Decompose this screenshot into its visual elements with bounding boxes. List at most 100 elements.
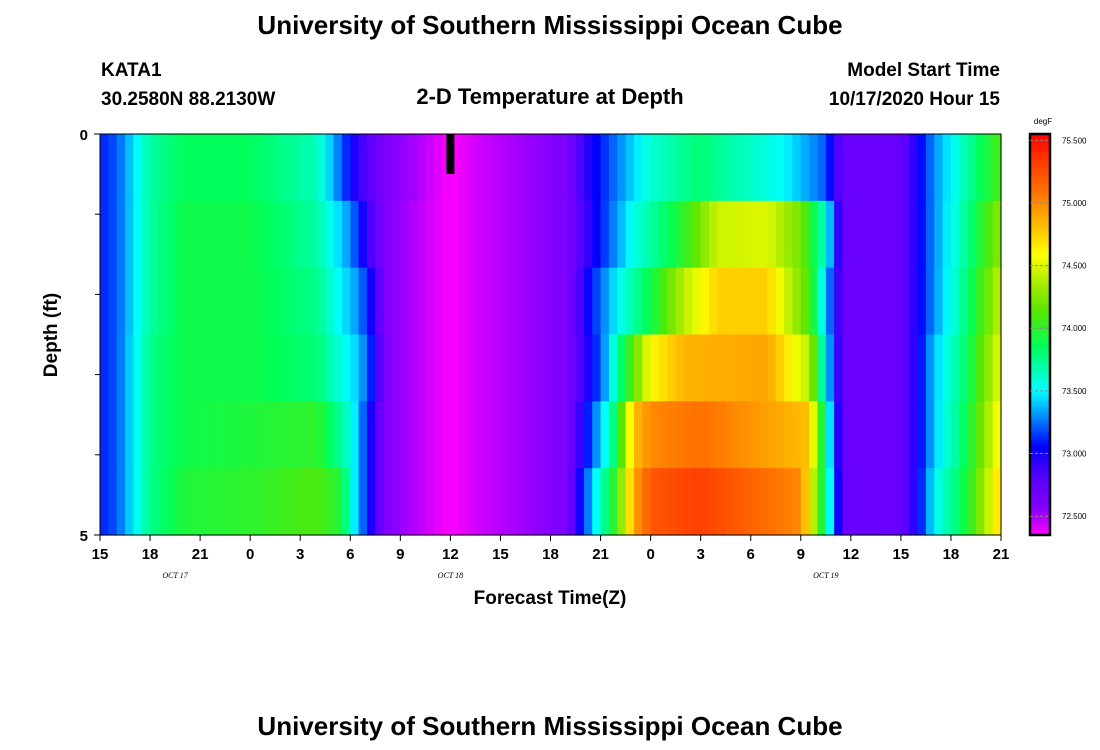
heatmap-cell [583,401,593,469]
heatmap-cell [784,134,794,202]
heatmap-cell [859,200,869,269]
heatmap-cell [208,200,218,269]
heatmap-cell [375,200,385,269]
heatmap-cell [884,134,894,202]
heatmap-cell [709,468,718,536]
heatmap-cell [325,134,335,202]
heatmap-cell [950,334,960,402]
heatmap-cell [542,468,552,536]
heatmap-cell [492,267,502,336]
heatmap-cell [300,401,310,469]
x-tick-label: 0 [646,546,654,563]
heatmap-cell [909,267,919,336]
heatmap-cell [775,468,785,536]
heatmap-cell [375,334,385,402]
heatmap-cell [842,267,852,336]
heatmap-cell [950,200,960,269]
heatmap-cell [850,468,860,536]
heatmap-cell [967,134,977,202]
heatmap-cell [617,134,627,202]
x-axis: 15 18 21 0 3 6 9 12 15 18 21 0 3 6 9 12 15 18 21 OCT 17 OCT … [92,535,1009,580]
heatmap-cell [850,334,860,402]
heatmap-cell [717,200,727,269]
heatmap-cell [742,134,752,202]
model-start-label: Model Start Time [847,60,1000,81]
heatmap-cell [200,468,210,536]
heatmap-cell [625,200,635,269]
heatmap-cell [683,200,693,269]
heatmap-cell [250,334,260,402]
heatmap-cell [742,267,752,336]
heatmap-cell [325,401,335,469]
heatmap-cell [558,468,568,536]
heatmap-cell [792,401,802,469]
x-tick-label: 21 [592,546,609,563]
heatmap-cell [817,401,827,469]
heatmap-cell [683,334,693,402]
heatmap-cell [959,334,969,402]
heatmap-cell [725,334,735,402]
heatmap-cell [867,134,877,202]
heatmap-cell [141,134,151,202]
heatmap-cell [383,134,393,202]
x-axis-label: Forecast Time(Z) [474,588,627,609]
heatmap-cell [358,267,368,336]
heatmap-cell [800,468,810,536]
heatmap-cell [784,334,794,402]
heatmap-cell [892,134,902,202]
heatmap-cell [925,468,935,536]
heatmap-cell [442,200,451,269]
heatmap-cell [742,401,752,469]
heatmap-cell [283,267,293,336]
heatmap-cell [492,134,502,202]
heatmap-cell [483,134,493,202]
heatmap-cell [350,468,360,536]
heatmap-cell [734,134,743,202]
heatmap-cell [892,200,902,269]
heatmap-cell [809,401,819,469]
heatmap-cell [834,200,844,269]
heatmap-cell [859,401,869,469]
heatmap-cell [175,200,185,269]
heatmap-cell [333,134,343,202]
heatmap-cell [350,401,360,469]
heatmap-cell [158,468,168,536]
heatmap-cell [642,267,652,336]
heatmap-cell [216,334,226,402]
heatmap-cell [125,334,134,402]
heatmap-cell [909,468,919,536]
heatmap-cell [300,267,310,336]
heatmap-cell [717,468,727,536]
heatmap-cell [834,468,844,536]
heatmap-cell [433,200,443,269]
heatmap-cell [775,267,785,336]
heatmap-cell [909,401,919,469]
heatmap-cell [200,267,210,336]
heatmap-cell [291,200,301,269]
heatmap-cell [508,468,518,536]
heatmap-cell [275,401,285,469]
heatmap-cell [700,334,710,402]
heatmap-cell [550,468,560,536]
heatmap-cell [975,267,985,336]
heatmap-cell [775,134,785,202]
heatmap-cell [884,334,894,402]
heatmap-cell [975,200,985,269]
heatmap-cell [867,468,877,536]
heatmap-cell [750,134,760,202]
heatmap-cell [567,267,577,336]
heatmap-cell [658,134,668,202]
heatmap-cell [175,468,185,536]
heatmap-cell [959,200,969,269]
heatmap-cell [183,334,193,402]
heatmap-cell [233,267,243,336]
heatmap-cell [241,134,251,202]
heatmap-cell [241,401,251,469]
heatmap-cell [250,468,260,536]
heatmap-cell [383,267,393,336]
heatmap-cell [191,468,201,536]
heatmap-cell [467,267,477,336]
heatmap-cell [533,200,543,269]
heatmap-cell [650,401,660,469]
heatmap-cell [483,200,493,269]
